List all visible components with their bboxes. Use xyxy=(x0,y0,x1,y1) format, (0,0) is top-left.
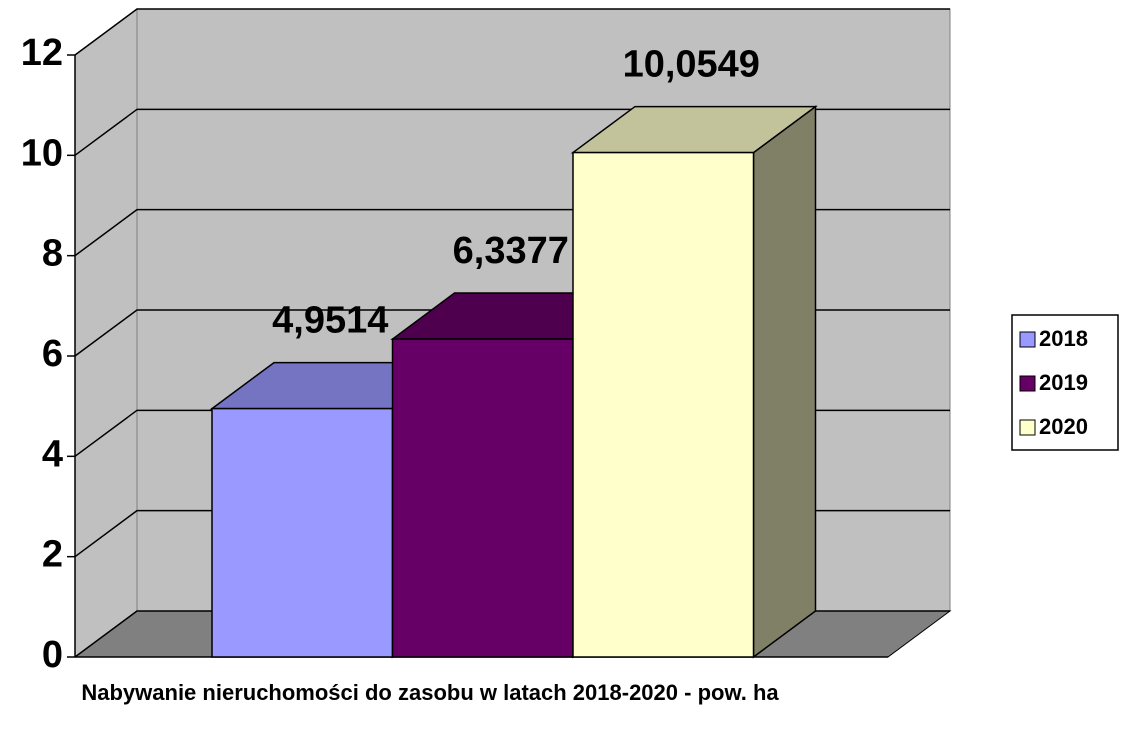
grid-line xyxy=(74,8,950,56)
data-label: 10,0549 xyxy=(623,44,760,86)
bar xyxy=(391,338,574,658)
y-tick-label: 0 xyxy=(42,634,63,676)
bar-side xyxy=(752,105,817,659)
legend-label: 2019 xyxy=(1039,370,1088,395)
legend-label: 2018 xyxy=(1039,326,1088,351)
y-tick-label: 8 xyxy=(42,233,63,275)
y-tick-label: 10 xyxy=(21,132,63,174)
data-label: 6,3377 xyxy=(453,230,569,272)
data-label: 4,9514 xyxy=(272,300,388,342)
legend-label: 2020 xyxy=(1039,414,1088,439)
legend-swatch xyxy=(1019,331,1036,348)
legend-swatch xyxy=(1019,375,1036,392)
x-axis-label: Nabywanie nieruchomości do zasobu w lata… xyxy=(81,680,779,705)
bar xyxy=(211,407,394,658)
y-tick-label: 4 xyxy=(42,433,63,475)
y-tick-label: 2 xyxy=(42,534,63,576)
bar xyxy=(572,151,755,658)
legend-swatch xyxy=(1019,419,1036,436)
y-tick-label: 12 xyxy=(21,32,63,74)
y-tick-label: 6 xyxy=(42,333,63,375)
